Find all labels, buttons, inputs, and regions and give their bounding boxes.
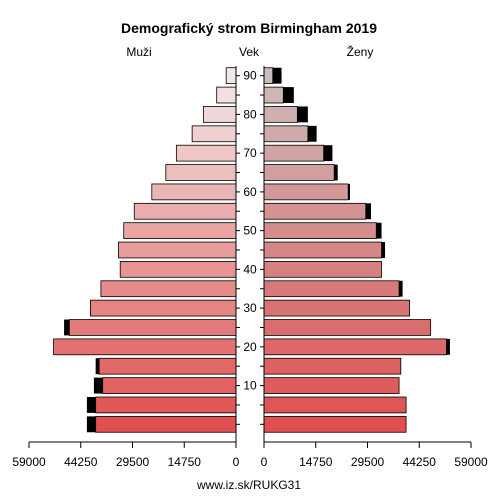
women-bar-90+ — [263, 67, 274, 85]
women-bar-55-59 — [263, 202, 367, 220]
men-bar-60-64 — [151, 183, 237, 201]
men-bar-35-39 — [100, 280, 237, 298]
men-bar-10-14 — [102, 377, 237, 394]
women-bar-extra-55-59 — [365, 203, 372, 220]
women-bar-15-19 — [263, 357, 402, 375]
men-bar-85-89 — [216, 86, 237, 104]
men-bar-90+ — [225, 67, 237, 85]
women-bar-5-9 — [263, 396, 407, 414]
men-bar-30-34 — [89, 299, 237, 317]
age-tick-label: 40 — [243, 262, 257, 276]
men-x-tick-label: 44250 — [64, 455, 98, 469]
age-tick-label: 70 — [243, 146, 257, 160]
women-x-tick-label: 0 — [261, 455, 268, 469]
bars-layer — [53, 67, 450, 433]
men-bar-5-9 — [95, 396, 237, 414]
men-bar-65-69 — [165, 164, 237, 181]
men-bar-40-44 — [119, 261, 237, 278]
women-bar-80-84 — [263, 106, 298, 123]
women-bar-40-44 — [263, 261, 382, 278]
women-bar-extra-45-49 — [381, 242, 386, 258]
men-label: Muži — [126, 45, 151, 59]
men-bar-75-79 — [191, 125, 237, 143]
men-bar-25-29 — [68, 319, 237, 336]
women-bar-60-64 — [263, 183, 349, 201]
women-bar-extra-80-84 — [297, 106, 308, 123]
women-bar-45-49 — [263, 241, 382, 259]
chart-title: Demografický strom Birmingham 2019 — [121, 20, 377, 36]
men-bar-45-49 — [118, 241, 237, 259]
age-tick-label: 90 — [243, 69, 257, 83]
men-bar-20-24 — [53, 338, 237, 356]
women-bar-extra-90+ — [272, 67, 282, 84]
men-x-tick-label: 0 — [233, 455, 240, 469]
men-x-tick-label: 59000 — [12, 455, 46, 469]
women-bar-20-24 — [263, 338, 447, 356]
women-bar-50-54 — [263, 222, 377, 239]
women-bar-65-69 — [263, 164, 335, 181]
women-bar-extra-20-24 — [446, 338, 450, 355]
age-tick-label: 30 — [243, 301, 257, 315]
women-bar-85-89 — [263, 86, 284, 104]
men-bar-55-59 — [133, 202, 237, 220]
axes-layer: 10 20 30 40 50 60 70 80 90 59000 44250 29500 14750 0 0… — [12, 66, 488, 469]
men-bar-80-84 — [202, 106, 237, 123]
women-label: Ženy — [347, 44, 374, 59]
women-bar-35-39 — [263, 280, 400, 298]
women-x-tick-label: 59000 — [454, 455, 488, 469]
women-bar-70-74 — [263, 144, 325, 162]
women-bar-10-14 — [263, 377, 400, 394]
women-bar-extra-85-89 — [283, 87, 294, 103]
women-bar-25-29 — [263, 319, 432, 336]
women-bar-0-4 — [263, 415, 407, 433]
age-tick-label: 10 — [243, 379, 257, 393]
age-tick-label: 60 — [243, 185, 257, 199]
women-bar-extra-60-64 — [348, 183, 350, 200]
women-bar-30-34 — [263, 299, 411, 317]
men-bar-15-19 — [98, 357, 237, 375]
age-label: Vek — [239, 45, 260, 59]
age-tick-label: 80 — [243, 107, 257, 121]
men-x-tick-label: 14750 — [168, 455, 202, 469]
source-label: www.iz.sk/RUKG31 — [196, 478, 301, 492]
age-tick-label: 50 — [243, 224, 257, 238]
men-bar-extra-25-29 — [64, 319, 70, 336]
women-bar-extra-50-54 — [376, 222, 382, 239]
women-bar-extra-75-79 — [307, 125, 317, 142]
women-x-tick-label: 44250 — [403, 455, 437, 469]
men-x-tick-label: 29500 — [116, 455, 150, 469]
men-bar-extra-5-9 — [86, 397, 96, 413]
women-bar-extra-65-69 — [334, 164, 338, 181]
women-bar-extra-70-74 — [323, 145, 333, 162]
men-bar-extra-10-14 — [93, 377, 103, 394]
men-bar-70-74 — [175, 144, 237, 162]
women-bar-75-79 — [263, 125, 309, 143]
women-bar-extra-35-39 — [399, 280, 403, 297]
men-bar-extra-0-4 — [86, 416, 96, 433]
men-bar-50-54 — [123, 222, 237, 239]
age-tick-label: 20 — [243, 340, 257, 354]
men-bar-0-4 — [95, 415, 237, 433]
women-x-tick-label: 14750 — [299, 455, 333, 469]
women-x-tick-label: 29500 — [351, 455, 385, 469]
men-bar-extra-15-19 — [95, 358, 100, 375]
